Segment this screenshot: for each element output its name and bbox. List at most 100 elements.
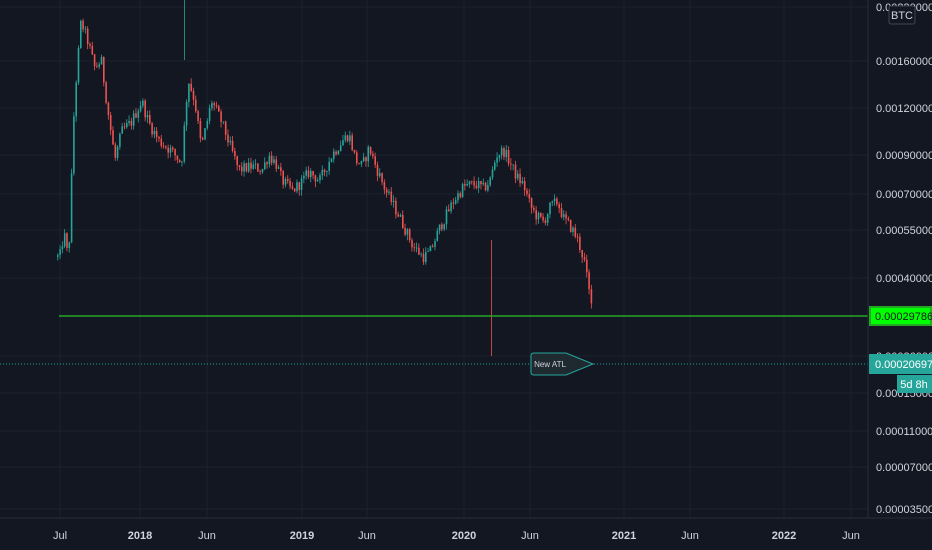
candle-body[interactable] [277,167,280,169]
candle-body[interactable] [77,47,80,83]
candle-body[interactable] [505,150,508,158]
candle-body[interactable] [57,255,59,257]
candle-body[interactable] [107,102,110,116]
candle-body[interactable] [211,103,213,109]
candle-body[interactable] [574,227,577,237]
candle-body[interactable] [153,130,156,135]
candle-body[interactable] [321,169,324,176]
candle-body[interactable] [572,227,574,232]
candle-body[interactable] [448,209,450,212]
candle-body[interactable] [158,136,160,139]
candle-body[interactable] [132,113,135,126]
candle-body[interactable] [530,198,533,208]
candle-body[interactable] [402,214,404,228]
candle-body[interactable] [303,175,305,179]
candle-body[interactable] [517,173,519,179]
candle-body[interactable] [546,214,549,223]
candle-body[interactable] [441,224,443,230]
price-axis[interactable]: 0.002300000.001600000.001200000.00090000… [876,2,932,516]
candle-body[interactable] [142,100,144,106]
candle-body[interactable] [537,212,540,220]
candle-body[interactable] [521,181,524,184]
candle-body[interactable] [291,186,294,189]
candle-body[interactable] [487,185,489,191]
candle-body[interactable] [270,155,273,163]
candle-body[interactable] [549,202,551,215]
candle-body[interactable] [358,163,360,165]
candle-body[interactable] [222,121,225,123]
candle-body[interactable] [220,111,222,122]
candle-body[interactable] [59,249,61,256]
candle-body[interactable] [535,210,537,220]
candle-body[interactable] [312,170,314,176]
candle-body[interactable] [139,105,142,112]
candlestick-series[interactable] [57,0,593,356]
candle-body[interactable] [323,169,326,172]
candle-body[interactable] [436,230,439,242]
candle-body[interactable] [128,120,130,124]
candle-body[interactable] [586,259,588,273]
candle-body[interactable] [264,162,266,170]
candle-body[interactable] [333,151,335,159]
candle-body[interactable] [507,150,510,164]
candle-body[interactable] [551,201,554,203]
candle-body[interactable] [75,82,77,117]
candle-body[interactable] [284,179,287,185]
candle-body[interactable] [413,247,416,249]
candle-body[interactable] [528,194,531,199]
candle-body[interactable] [245,163,248,172]
candle-body[interactable] [174,149,176,156]
candle-body[interactable] [406,229,409,235]
candle-body[interactable] [351,135,353,150]
candle-body[interactable] [328,161,330,171]
candle-body[interactable] [477,181,480,188]
candle-body[interactable] [365,157,367,162]
candle-body[interactable] [63,233,66,247]
candle-body[interactable] [70,173,73,243]
candle-body[interactable] [498,155,501,158]
candle-body[interactable] [431,246,434,248]
candle-body[interactable] [553,198,556,202]
candle-body[interactable] [369,146,372,154]
candle-body[interactable] [229,140,232,143]
candle-body[interactable] [461,184,464,197]
candle-body[interactable] [379,173,381,176]
candle-body[interactable] [362,157,365,162]
candle-body[interactable] [287,179,289,181]
candle-body[interactable] [243,163,245,172]
candle-body[interactable] [192,90,195,100]
candle-body[interactable] [201,138,204,140]
candle-body[interactable] [213,103,215,106]
candle-body[interactable] [503,148,505,158]
candle-body[interactable] [100,57,103,65]
candle-body[interactable] [178,159,181,163]
candle-body[interactable] [475,185,478,188]
candle-body[interactable] [190,83,192,91]
candle-body[interactable] [468,181,471,185]
candle-body[interactable] [339,145,342,151]
candle-body[interactable] [367,146,370,162]
candle-body[interactable] [224,121,227,135]
candle-body[interactable] [427,251,429,253]
candle-body[interactable] [89,44,91,46]
candle-body[interactable] [208,108,211,121]
candle-body[interactable] [280,167,282,172]
candle-body[interactable] [434,241,436,247]
candle-body[interactable] [199,120,202,139]
candle-body[interactable] [383,181,386,190]
candle-body[interactable] [510,163,512,165]
currency-label-box[interactable] [888,5,916,25]
candle-body[interactable] [523,181,526,191]
candle-body[interactable] [119,133,121,147]
candle-body[interactable] [160,138,163,146]
candle-body[interactable] [335,151,337,155]
candle-body[interactable] [123,126,126,128]
candle-body[interactable] [93,54,96,67]
candle-body[interactable] [289,180,291,187]
candle-body[interactable] [298,182,301,190]
candle-body[interactable] [326,170,328,172]
candle-body[interactable] [567,218,570,220]
candle-body[interactable] [558,204,560,209]
candle-body[interactable] [500,148,503,156]
candle-body[interactable] [234,150,236,157]
